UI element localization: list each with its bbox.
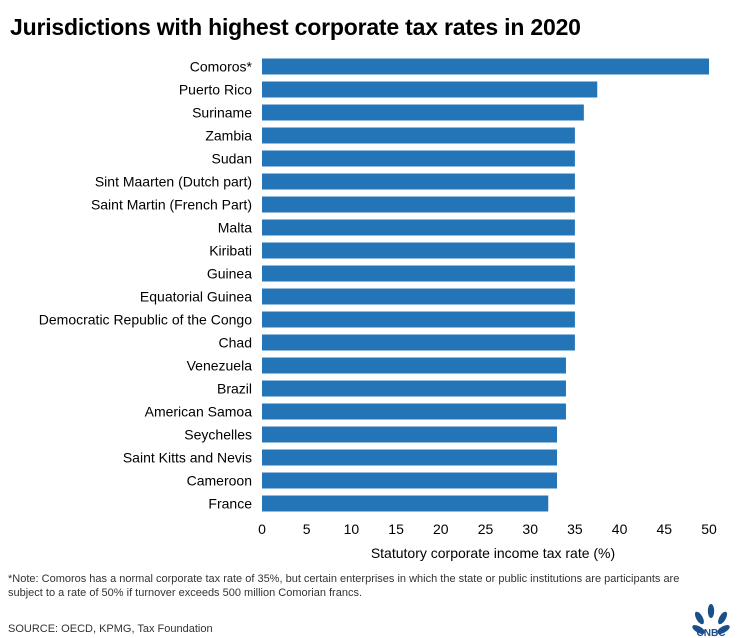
x-tick-label: 35 [567, 521, 583, 537]
bar [262, 472, 558, 489]
x-tick-label: 5 [303, 521, 311, 537]
category-label: Brazil [217, 381, 252, 397]
category-label: Guinea [207, 266, 252, 282]
peacock-icon [692, 604, 730, 634]
category-label: France [208, 496, 252, 512]
bar [262, 196, 575, 213]
footnote: *Note: Comoros has a normal corporate ta… [8, 573, 680, 599]
category-label: American Samoa [145, 404, 253, 420]
x-tick-label: 30 [522, 521, 538, 537]
category-label: Comoros* [190, 59, 253, 75]
x-axis-label: Statutory corporate income tax rate (%) [371, 545, 615, 561]
x-tick-label: 25 [478, 521, 494, 537]
bar [262, 81, 598, 98]
category-label: Zambia [205, 128, 252, 144]
bar [262, 495, 549, 512]
bar [262, 380, 566, 397]
bar [262, 242, 575, 259]
cnbc-logo: CNBC [692, 604, 730, 638]
category-label: Puerto Rico [179, 82, 252, 98]
category-label: Suriname [192, 105, 252, 121]
x-tick-label: 45 [657, 521, 673, 537]
bar [262, 104, 584, 121]
bar [262, 357, 566, 374]
x-tick-label: 50 [701, 521, 717, 537]
bar-chart: Comoros* Puerto Rico Suriname Zambia Sudan Si… [39, 58, 717, 561]
bar [262, 127, 575, 144]
bar [262, 449, 558, 466]
x-tick-label: 20 [433, 521, 449, 537]
bar [262, 150, 575, 167]
logo-text: CNBC [697, 628, 726, 638]
category-label: Democratic Republic of the Congo [39, 312, 252, 328]
category-label: Cameroon [187, 473, 252, 489]
x-tick-label: 40 [612, 521, 628, 537]
bar [262, 265, 575, 282]
x-tick-label: 0 [258, 521, 266, 537]
category-label: Chad [219, 335, 252, 351]
bar [262, 426, 558, 443]
bar [262, 288, 575, 305]
bar [262, 173, 575, 190]
category-label: Saint Martin (French Part) [91, 197, 252, 213]
bar [262, 58, 709, 75]
category-labels: Comoros* Puerto Rico Suriname Zambia Sudan Si… [39, 59, 253, 512]
chart-title: Jurisdictions with highest corporate tax… [10, 14, 581, 40]
source-line: SOURCE: OECD, KPMG, Tax Foundation [8, 623, 213, 635]
bar [262, 403, 566, 420]
category-label: Saint Kitts and Nevis [123, 450, 252, 466]
category-label: Equatorial Guinea [140, 289, 252, 305]
category-label: Seychelles [184, 427, 252, 443]
category-label: Kiribati [209, 243, 252, 259]
bar [262, 334, 575, 351]
x-axis-ticks: 0 5 10 15 20 25 30 35 40 45 50 [258, 521, 717, 537]
x-tick-label: 15 [388, 521, 404, 537]
category-label: Venezuela [187, 358, 253, 374]
bar [262, 219, 575, 236]
bars-group [262, 58, 709, 512]
category-label: Malta [218, 220, 252, 236]
x-tick-label: 10 [344, 521, 360, 537]
category-label: Sint Maarten (Dutch part) [95, 174, 252, 190]
category-label: Sudan [212, 151, 252, 167]
bar [262, 311, 575, 328]
